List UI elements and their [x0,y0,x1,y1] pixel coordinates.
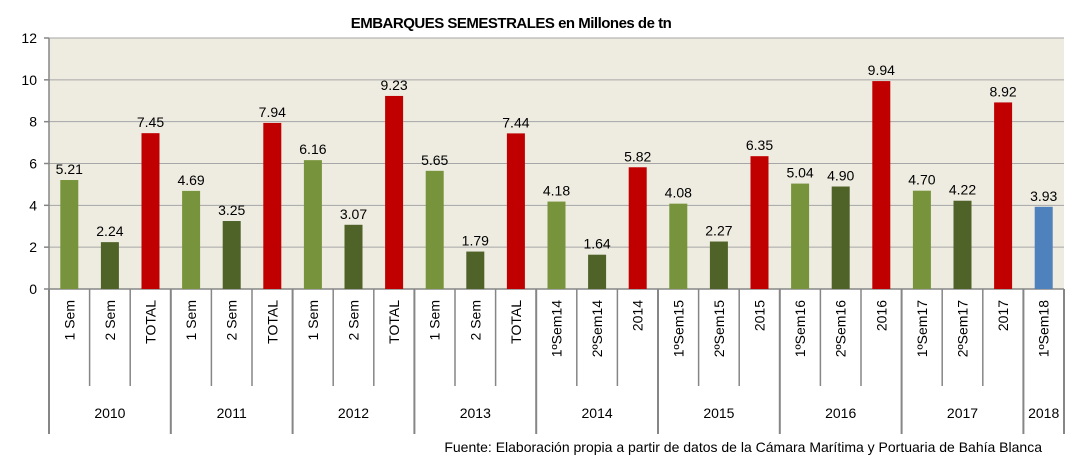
category-label: 1 Sem [183,300,199,340]
category-label: 1ºSem15 [670,300,686,357]
category-label: 2ºSem14 [589,300,605,357]
data-label: 2.24 [96,223,123,239]
data-label: 3.93 [1030,188,1057,204]
category-label: TOTAL [143,300,159,344]
data-label: 4.08 [665,185,692,201]
y-tick-label: 2 [29,239,37,255]
bar [466,251,485,289]
chart-title: EMBARQUES SEMESTRALES en Millones de tn [351,15,672,32]
category-label: 1 Sem [305,300,321,340]
category-label: TOTAL [264,300,280,344]
category-label: 2 Sem [467,300,483,340]
data-label: 9.94 [868,62,895,78]
category-label: 2016 [873,300,889,331]
category-label: 1 Sem [427,300,443,340]
data-label: 5.65 [421,152,448,168]
category-label: 2ºSem17 [955,300,971,357]
data-label: 3.07 [340,206,367,222]
category-label: 2ºSem16 [833,300,849,357]
bar [872,81,891,289]
bar [912,190,931,289]
group-label: 2012 [338,405,369,421]
bar [506,133,525,289]
category-label: 2017 [995,300,1011,331]
bar [669,203,688,289]
category-label: 2014 [630,300,646,331]
data-label: 6.35 [746,137,773,153]
bar [994,102,1013,289]
bar [344,224,363,289]
bar [182,190,201,289]
category-label: TOTAL [508,300,524,344]
data-label: 4.18 [543,183,570,199]
category-label: 2 Sem [224,300,240,340]
data-label: 5.04 [786,165,813,181]
data-label: 4.69 [177,172,204,188]
bar [385,95,404,289]
category-label: TOTAL [386,300,402,344]
data-label: 1.79 [462,233,489,249]
data-label: 4.90 [827,168,854,184]
data-label: 8.92 [989,83,1016,99]
bar [60,180,79,289]
group-label: 2016 [825,405,856,421]
data-label: 4.70 [908,172,935,188]
y-tick-label: 8 [29,114,37,130]
bar [263,122,282,290]
y-tick-label: 6 [29,156,37,172]
category-label: 1 Sem [61,300,77,340]
data-label: 3.25 [218,202,245,218]
bar [303,160,322,289]
bar [588,254,607,289]
bar [1034,206,1053,289]
data-label: 4.22 [949,182,976,198]
category-label: 2 Sem [346,300,362,340]
bar [953,200,972,289]
data-label: 7.45 [137,114,164,130]
category-label: 1ºSem17 [914,300,930,357]
group-label: 2017 [947,405,978,421]
category-label: 1ºSem16 [792,300,808,357]
data-label: 1.64 [583,236,610,252]
bar [222,221,241,289]
bar [425,170,444,289]
bar [141,133,160,289]
data-label: 2.27 [705,223,732,239]
category-label: 2ºSem15 [711,300,727,357]
data-label: 6.16 [299,141,326,157]
group-label: 2015 [703,405,734,421]
group-label: 2011 [217,405,247,421]
bar [791,183,810,289]
category-label: 2 Sem [102,300,118,340]
bar [709,241,728,289]
bar [628,167,647,289]
y-tick-label: 12 [21,30,37,46]
bar [100,242,119,289]
y-tick-label: 4 [29,197,37,213]
bar [547,201,566,289]
bar [831,186,850,289]
category-label: 2015 [752,300,768,331]
group-label: 2013 [460,405,491,421]
y-tick-label: 10 [21,72,37,88]
source-note: Fuente: Elaboración propia a partir de d… [444,439,1042,455]
category-label: 1ºSem14 [549,300,565,357]
bar [750,156,769,289]
group-label: 2014 [582,405,613,421]
data-label: 7.94 [259,104,286,120]
data-label: 5.82 [624,148,651,164]
data-label: 5.21 [56,161,83,177]
category-label: 1ºSem18 [1036,300,1052,357]
group-label: 2010 [94,405,125,421]
y-tick-label: 0 [29,281,37,297]
data-label: 7.44 [502,114,529,130]
group-label: 2018 [1028,405,1059,421]
data-label: 9.23 [380,77,407,93]
